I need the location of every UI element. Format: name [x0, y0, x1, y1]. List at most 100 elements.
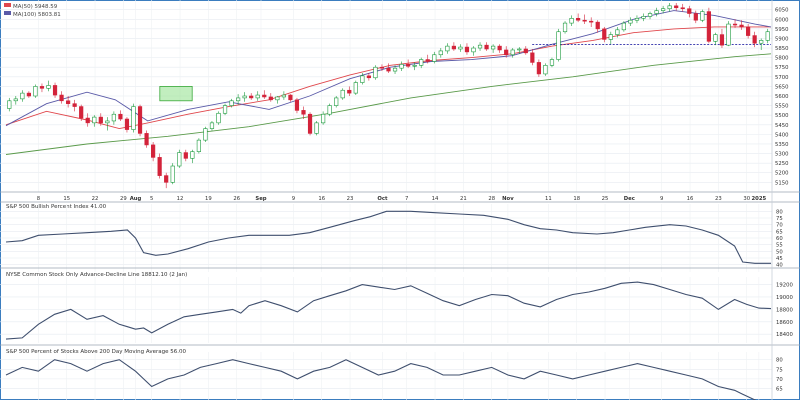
date-axis-label: 12 — [177, 196, 184, 202]
candle-up — [517, 48, 522, 51]
indicator-y-tick: 75 — [776, 216, 783, 222]
price-y-tick: 5800 — [775, 56, 789, 62]
candle-down — [347, 89, 352, 94]
date-axis-label: 5 — [150, 196, 153, 202]
price-y-tick: 5900 — [775, 36, 789, 42]
date-axis-label: 28 — [488, 196, 495, 202]
candle-up — [229, 100, 234, 106]
candle-up — [661, 8, 666, 11]
candle-down — [79, 106, 84, 119]
candle-down — [576, 18, 581, 21]
price-y-tick: 5200 — [775, 171, 789, 177]
candle-down — [602, 28, 607, 40]
indicator-y-tick: 65 — [776, 386, 783, 392]
candle-down — [164, 175, 169, 183]
price-panel: 6050 6000 5950 5900 5850 5800 5750 5700 5650 5600… — [0, 0, 789, 192]
candle-up — [170, 165, 175, 183]
bullish-percent-line — [5, 210, 771, 264]
candle-up — [510, 49, 515, 56]
candle-down — [746, 26, 751, 36]
percent-above-200ma-line — [5, 359, 768, 404]
indicator-y-tick: 45 — [776, 256, 783, 262]
candle-up — [360, 75, 365, 83]
date-axis-label: 18 — [573, 196, 580, 202]
price-y-tick: 5600 — [775, 94, 789, 100]
candle-up — [255, 94, 260, 99]
candle-down — [262, 94, 267, 98]
indicator-y-tick: 18400 — [776, 332, 793, 338]
candle-down — [52, 85, 58, 96]
candle-down — [386, 67, 391, 72]
date-axis-label: 14 — [432, 196, 439, 202]
candle-up — [92, 116, 97, 124]
candle-down — [680, 7, 685, 10]
candle-up — [203, 128, 208, 141]
candle-up — [432, 54, 437, 62]
date-axis-labels: 8 15 22 29 Aug 5 12 19 26 Sep 9 16 23 Oct 7 14 21 28 Nov 11… — [37, 196, 767, 202]
candle-down — [719, 34, 725, 46]
candle-up — [647, 13, 653, 17]
candle-up — [399, 64, 404, 69]
candle-down — [144, 133, 149, 146]
candle-up — [209, 122, 215, 129]
candle-up — [392, 67, 398, 72]
ad-panel-title: NYSE Common Stock Only Advance-Decline L… — [6, 272, 187, 278]
indicator-y-tick: 70 — [776, 223, 783, 229]
bullish-percent-series — [5, 210, 771, 264]
date-axis-label: 2025 — [751, 196, 766, 202]
candle-up — [700, 11, 705, 21]
pct200-panel-title: S&P 500 Percent of Stocks Above 200 Day … — [6, 349, 186, 355]
advance-decline-panel: NYSE Common Stock Only Advance-Decline L… — [0, 272, 800, 346]
ma200-line — [5, 53, 772, 155]
candle-down — [406, 64, 411, 67]
candle-down — [497, 45, 502, 51]
date-axis-label: Oct — [377, 196, 388, 202]
candle-up — [190, 151, 195, 159]
candle-down — [249, 95, 254, 99]
price-legend: MA(50) 5948.59 MA(100) 5803.81 — [4, 3, 61, 18]
candle-up — [438, 50, 443, 56]
candle-up — [111, 113, 116, 122]
candle-up — [491, 45, 496, 50]
candle-down — [39, 86, 45, 89]
candle-up — [242, 95, 247, 99]
date-axis-label: 22 — [92, 196, 99, 202]
date-axis-label: 8 — [37, 196, 41, 202]
price-y-tick: 5550 — [775, 104, 789, 110]
date-axis-label: Aug — [130, 196, 142, 202]
date-axis-label: 7 — [405, 196, 408, 202]
date-axis-label: 9 — [660, 196, 663, 202]
candle-down — [85, 117, 90, 124]
candle-down — [536, 62, 541, 75]
candle-up — [7, 100, 12, 109]
candle-up — [216, 112, 221, 124]
legend-swatch-ma100 — [4, 11, 11, 15]
date-axis-label: 29 — [120, 196, 127, 202]
candle-down — [301, 110, 306, 115]
legend-swatch-ma50 — [4, 3, 11, 7]
indicator-y-tick: 19200 — [776, 283, 793, 289]
bullish-percent-panel: S&P 500 Bullish Percent Index 41.00 8075… — [0, 204, 800, 272]
indicator-y-tick: 70 — [776, 377, 783, 383]
candle-up — [765, 31, 770, 41]
candle-down — [523, 48, 528, 54]
candle-up — [33, 86, 38, 97]
price-y-ticks: 6050 6000 5950 5900 5850 5800 5750 5700 5650 5600… — [775, 8, 789, 187]
indicator-y-tick: 50 — [776, 249, 783, 255]
candle-up — [634, 18, 640, 21]
candle-down — [484, 44, 489, 50]
indicator-y-tick: 40 — [776, 263, 783, 269]
candle-down — [687, 8, 692, 14]
indicator-y-tick: 80 — [776, 209, 783, 215]
advance-decline-line — [5, 281, 772, 340]
date-axis-label: 16 — [318, 196, 325, 202]
indicator-y-tick: 55 — [776, 243, 783, 249]
indicator-y-tick: 75 — [776, 367, 783, 373]
price-y-tick: 5500 — [775, 113, 789, 119]
candle-down — [379, 66, 385, 69]
date-axis-label: 26 — [233, 196, 240, 202]
candle-up — [628, 19, 633, 24]
price-y-tick: 6000 — [775, 17, 789, 23]
